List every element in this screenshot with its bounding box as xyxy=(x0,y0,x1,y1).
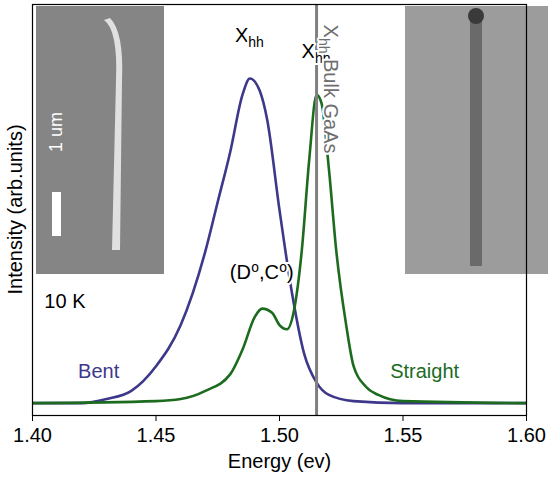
svg-text:10 K: 10 K xyxy=(44,290,86,312)
svg-text:Xhh Bulk GaAs: Xhh Bulk GaAs xyxy=(316,25,342,154)
svg-text:Bent: Bent xyxy=(78,360,120,382)
svg-text:1.60: 1.60 xyxy=(507,424,546,446)
svg-text:Straight: Straight xyxy=(390,360,459,382)
html-text:X: X xyxy=(301,40,315,63)
svg-text:1 um: 1 um xyxy=(46,112,66,152)
svg-text:1.50: 1.50 xyxy=(260,424,299,446)
svg-text:1.40: 1.40 xyxy=(13,424,52,446)
svg-text:1.55: 1.55 xyxy=(384,424,423,446)
svg-text:Xhh: Xhh xyxy=(235,24,264,50)
svg-text:Intensity (arb.units): Intensity (arb.units) xyxy=(4,124,26,294)
svg-text:(D⁰,C⁰): (D⁰,C⁰) xyxy=(230,261,294,283)
svg-text:1.45: 1.45 xyxy=(137,424,176,446)
svg-text:Energy (ev): Energy (ev) xyxy=(228,450,331,472)
